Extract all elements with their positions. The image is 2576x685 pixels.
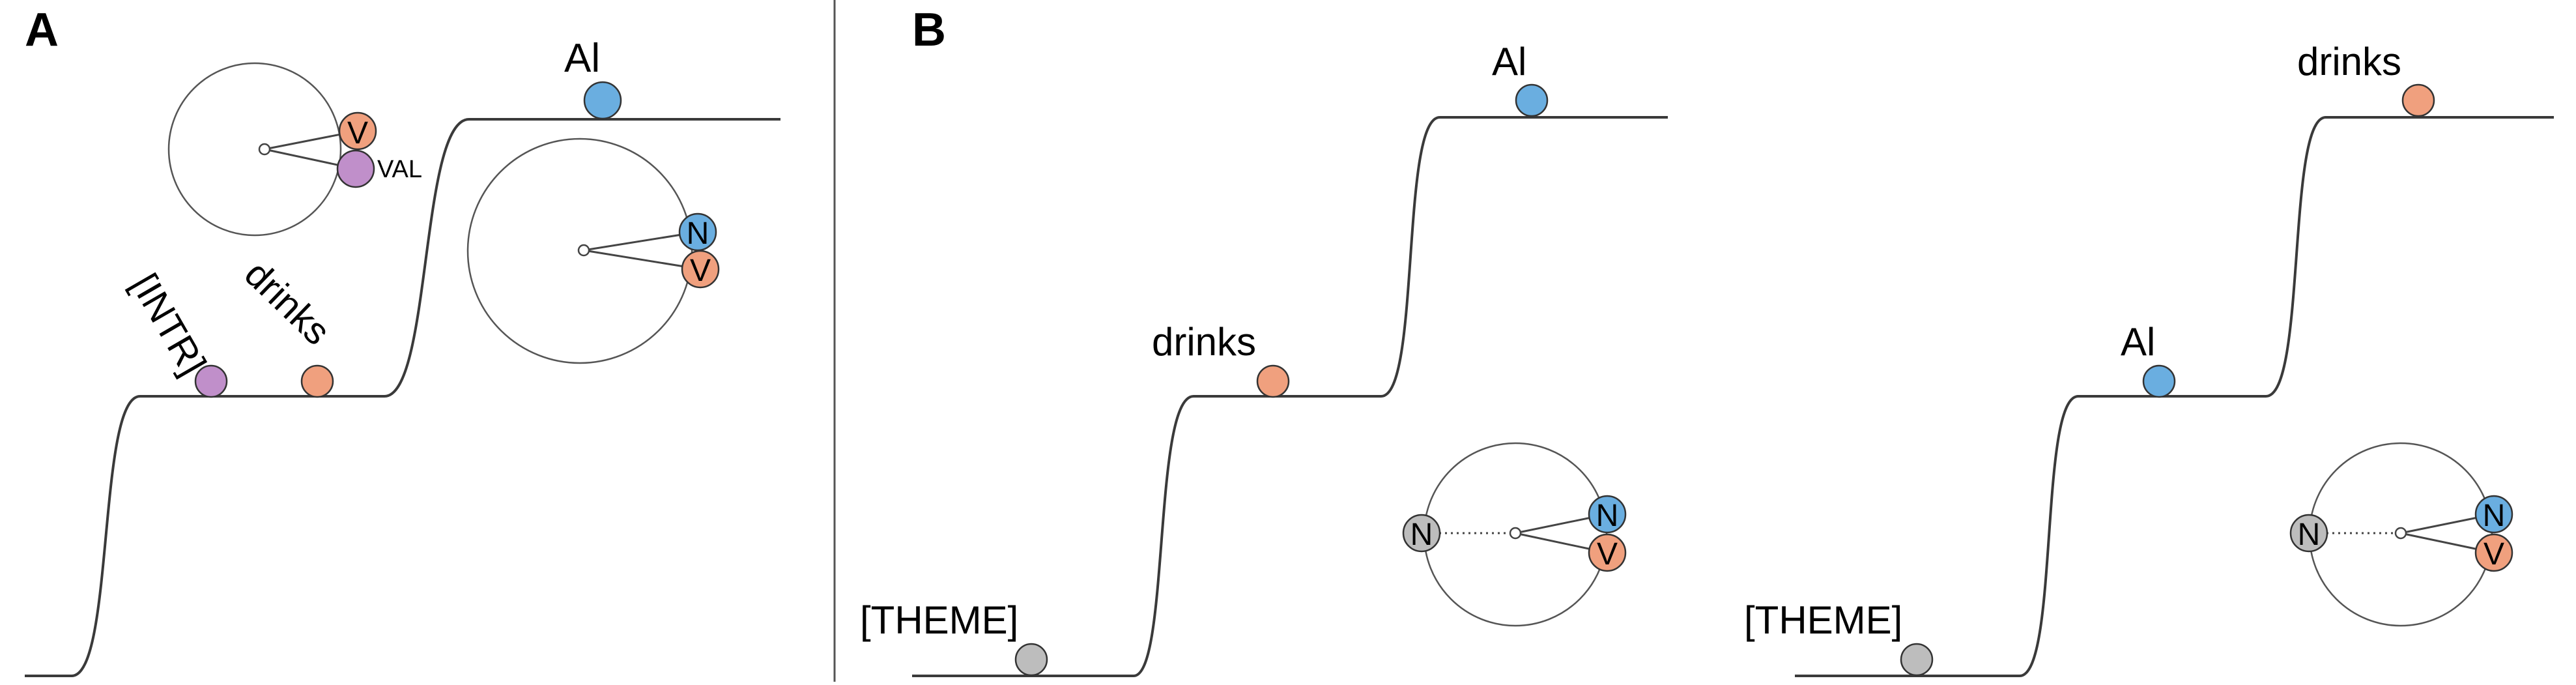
al-word: Al	[1492, 40, 1526, 83]
panel-b-right-step-curve	[1795, 116, 2554, 677]
dial-n-n-v: N N V	[1402, 442, 1627, 627]
al-token	[2142, 364, 2176, 398]
dial-n-left-node	[1402, 514, 1441, 553]
dial-n-node	[1588, 495, 1627, 534]
dial-v-node	[338, 111, 377, 151]
drinks-word: drinks	[236, 253, 338, 353]
panel-a-letter: A	[25, 4, 59, 56]
drinks-word: drinks	[1152, 320, 1256, 364]
dial-n-n-v: N N V	[2289, 442, 2513, 627]
theme-token	[1900, 643, 1934, 677]
dial-n-v: N V	[466, 138, 720, 364]
dial-n-left-node	[2289, 514, 2328, 553]
al-word: Al	[564, 36, 600, 81]
dial-n-left-label: N	[1410, 517, 1433, 552]
dial-val-label: VAL	[377, 156, 422, 183]
drinks-token	[300, 364, 334, 398]
theme-word: [THEME]	[1744, 598, 1902, 642]
drinks-token	[1256, 364, 1290, 398]
al-word: Al	[2121, 320, 2155, 364]
dial-v-label: V	[2483, 537, 2504, 572]
dial-n-node	[678, 212, 717, 252]
panel-a: A [INTR] drinks Al V VAL	[25, 4, 780, 677]
panel-b: B [THEME] drinks Al N N V	[860, 4, 2554, 677]
dial-n-label: N	[687, 216, 709, 251]
dial-v-label: V	[347, 116, 368, 151]
drinks-word: drinks	[2297, 40, 2401, 83]
panel-a-step-curve	[25, 118, 780, 677]
dial-v-val: V VAL	[167, 62, 422, 237]
dial-v-node	[1588, 533, 1627, 572]
dial-v-label: V	[1597, 537, 1618, 572]
dial-v-label: V	[690, 254, 711, 288]
panel-b-left: [THEME] drinks Al N N V	[860, 40, 1668, 677]
dial-n-left-label: N	[2298, 517, 2321, 552]
panel-b-letter: B	[912, 4, 946, 56]
al-token	[1515, 83, 1549, 117]
intr-token	[194, 364, 228, 398]
intr-word: [INTR]	[123, 267, 214, 383]
dial-v-node	[681, 250, 720, 289]
theme-word: [THEME]	[860, 598, 1018, 642]
dial-val-node	[336, 149, 375, 188]
dial-n-node	[2474, 495, 2513, 534]
drinks-token	[2401, 83, 2435, 117]
dial-n-label: N	[2483, 499, 2506, 533]
theme-token	[1014, 643, 1048, 677]
dial-n-label: N	[1596, 499, 1619, 533]
dial-v-node	[2474, 533, 2513, 572]
al-token	[583, 81, 622, 120]
panel-b-left-step-curve	[912, 116, 1668, 677]
panel-b-right: [THEME] Al drinks N N V	[1744, 40, 2554, 677]
